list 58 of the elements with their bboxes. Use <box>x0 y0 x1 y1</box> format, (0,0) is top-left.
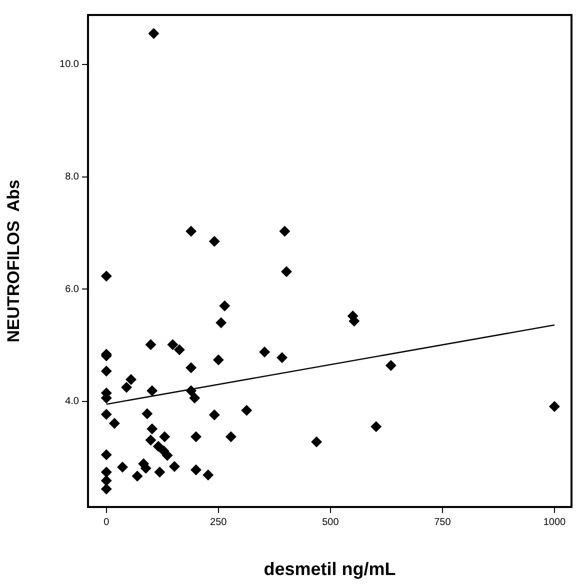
point <box>168 461 180 472</box>
x-tick-label: 750 <box>434 516 452 528</box>
point <box>162 450 173 461</box>
point <box>216 317 227 328</box>
point <box>208 409 220 420</box>
point <box>548 400 560 412</box>
point <box>100 408 112 420</box>
point <box>145 434 156 446</box>
point <box>121 382 132 393</box>
point <box>152 440 164 452</box>
point <box>100 366 112 377</box>
point <box>219 300 230 312</box>
point <box>208 236 220 247</box>
point <box>132 470 143 482</box>
x-tick-label: 0 <box>104 516 110 528</box>
point <box>212 354 224 366</box>
point <box>146 385 158 396</box>
point <box>189 392 200 404</box>
x-tick-label: 500 <box>322 516 340 528</box>
point <box>259 346 270 358</box>
y-axis-title: NEUTROFILOS Abs <box>4 180 23 342</box>
point <box>186 385 197 396</box>
point <box>117 462 128 473</box>
point <box>370 421 382 432</box>
point <box>159 431 170 442</box>
point <box>100 449 112 460</box>
x-tick-label: 250 <box>210 516 228 528</box>
x-axis-title: desmetil ng/mL <box>264 559 396 580</box>
point <box>385 360 396 371</box>
point <box>311 436 322 448</box>
point <box>167 339 178 350</box>
point <box>186 226 197 237</box>
point <box>142 408 153 420</box>
x-tick-label: 1000 <box>543 516 566 528</box>
point <box>100 466 112 478</box>
y-tick-label: 6.0 <box>65 284 80 295</box>
y-tick-label: 8.0 <box>65 172 80 183</box>
point <box>202 469 214 480</box>
point <box>100 475 112 486</box>
point <box>279 226 290 237</box>
y-tick-label: 10.0 <box>60 59 80 70</box>
point <box>100 270 112 282</box>
point <box>241 404 252 416</box>
point <box>186 362 197 374</box>
point <box>281 266 292 278</box>
point <box>148 28 160 40</box>
point <box>154 466 166 478</box>
point <box>190 431 202 442</box>
y-tick-label: 4.0 <box>65 396 80 408</box>
point <box>126 374 137 386</box>
point <box>146 423 158 434</box>
point <box>276 352 288 364</box>
point <box>108 418 120 429</box>
point <box>225 431 236 442</box>
point <box>100 484 112 495</box>
point <box>190 464 202 476</box>
point <box>145 339 156 350</box>
point <box>174 344 185 356</box>
